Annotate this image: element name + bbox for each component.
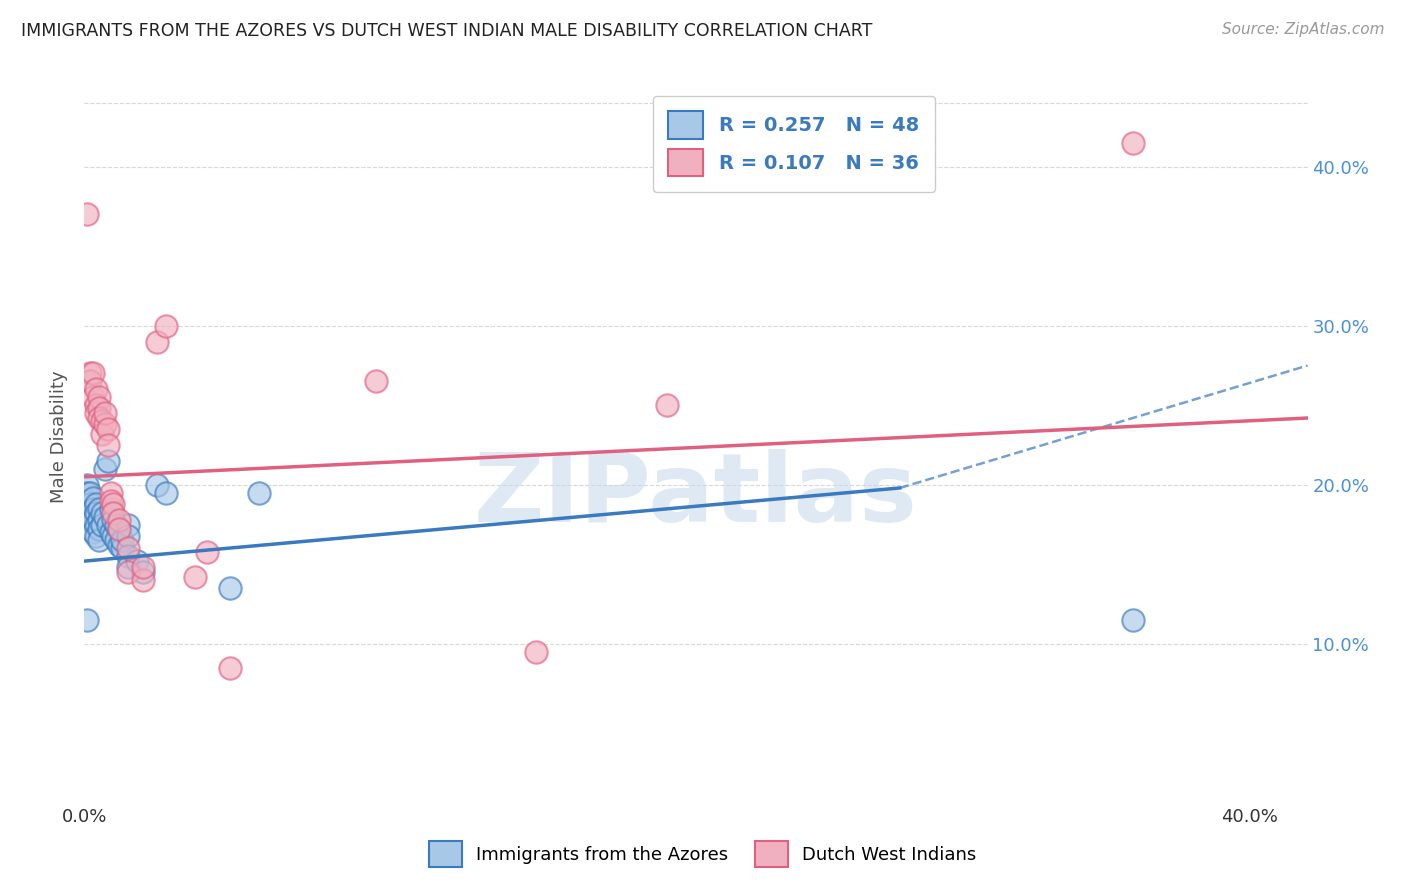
Point [82,513,104,527]
Point [90,507,112,521]
Point [117,560,139,574]
Point [79,497,101,511]
Point [82,390,104,404]
Point [84,383,107,397]
Point [100,525,122,540]
Point [90,517,112,532]
Point [84,517,107,532]
Point [247,485,270,500]
Point [146,334,169,349]
Point [87,533,110,548]
Text: Source: ZipAtlas.com: Source: ZipAtlas.com [1222,22,1385,37]
Point [219,660,242,674]
Point [97,438,120,452]
Point [76,501,98,516]
Y-axis label: Male Disability: Male Disability [51,371,69,503]
Point [103,529,125,543]
Point [87,390,110,404]
Point [79,507,101,521]
Legend: R = 0.257   N = 48, R = 0.107   N = 36: R = 0.257 N = 48, R = 0.107 N = 36 [652,95,935,192]
Point [655,398,678,412]
Point [100,493,122,508]
Point [146,477,169,491]
Point [79,513,101,527]
Point [82,491,104,505]
Point [84,529,107,543]
Point [117,517,139,532]
Point [117,566,139,580]
Point [105,517,128,532]
Point [108,522,131,536]
Point [108,522,131,536]
Point [117,549,139,564]
Point [103,507,125,521]
Point [93,462,115,476]
Point [76,485,98,500]
Point [131,560,153,574]
Point [100,485,122,500]
Point [103,497,125,511]
Point [131,566,153,580]
Point [125,554,148,568]
Point [87,513,110,527]
Point [79,485,101,500]
Point [93,509,115,524]
Point [93,417,115,432]
Point [76,493,98,508]
Point [97,517,120,532]
Point [87,411,110,425]
Point [155,485,177,500]
Point [84,406,107,420]
Point [76,477,98,491]
Point [87,501,110,516]
Point [103,513,125,527]
Point [219,581,242,595]
Point [195,544,218,558]
Point [108,538,131,552]
Point [100,501,122,516]
Point [117,541,139,556]
Point [108,513,131,527]
Point [1122,613,1144,627]
Point [524,645,547,659]
Point [87,401,110,416]
Point [84,398,107,412]
Point [82,367,104,381]
Text: IMMIGRANTS FROM THE AZORES VS DUTCH WEST INDIAN MALE DISABILITY CORRELATION CHAR: IMMIGRANTS FROM THE AZORES VS DUTCH WEST… [21,22,873,40]
Point [97,422,120,436]
Point [93,406,115,420]
Point [105,533,128,548]
Point [111,533,134,548]
Point [84,507,107,521]
Text: ZIPatlas: ZIPatlas [474,449,918,542]
Point [155,318,177,333]
Point [76,207,98,221]
Point [79,367,101,381]
Point [131,573,153,587]
Legend: Immigrants from the Azores, Dutch West Indians: Immigrants from the Azores, Dutch West I… [422,834,984,874]
Point [117,529,139,543]
Point [111,541,134,556]
Point [79,375,101,389]
Point [82,501,104,516]
Point [82,525,104,540]
Point [90,414,112,428]
Point [87,522,110,536]
Point [84,497,107,511]
Point [90,426,112,441]
Point [76,613,98,627]
Point [97,454,120,468]
Point [184,570,207,584]
Point [1122,136,1144,150]
Point [364,375,387,389]
